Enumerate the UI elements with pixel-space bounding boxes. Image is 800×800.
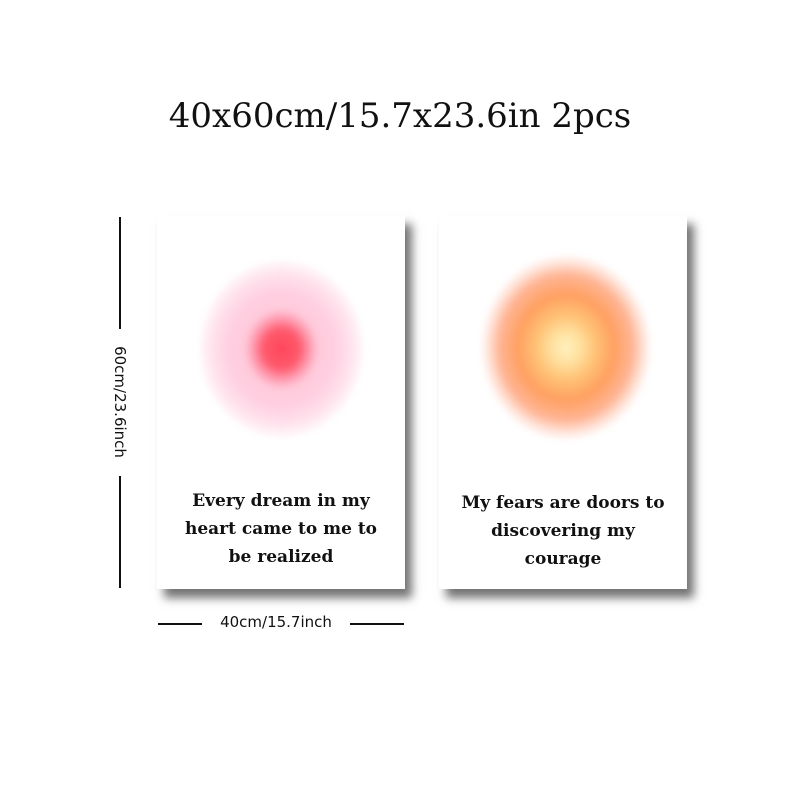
height-dimension-line-top (119, 217, 121, 329)
orange-aura-glow (481, 255, 651, 440)
width-dimension-label: 40cm/15.7inch (220, 613, 332, 631)
quote-line: be realized (228, 547, 334, 567)
quote-line: My fears are doors to (461, 493, 665, 513)
quote-line: heart came to me to (184, 519, 378, 539)
poster-pink: Every dream in my heart came to me to be… (157, 215, 405, 589)
poster-orange: My fears are doors to discovering my cou… (439, 215, 687, 589)
pink-aura-glow (199, 260, 364, 438)
width-dimension-line-left (158, 623, 202, 625)
quote-line: discovering my (491, 521, 635, 541)
height-dimension-line-bottom (119, 476, 121, 588)
width-dimension-line-right (350, 623, 404, 625)
height-dimension-label: 60cm/23.6inch (111, 346, 129, 458)
poster-quote: My fears are doors to discovering my cou… (439, 489, 687, 573)
quote-line: courage (524, 549, 602, 569)
product-size-title: 40x60cm/15.7x23.6in 2pcs (168, 96, 632, 136)
poster-quote: Every dream in my heart came to me to be… (157, 487, 405, 571)
quote-line: Every dream in my (192, 491, 370, 511)
